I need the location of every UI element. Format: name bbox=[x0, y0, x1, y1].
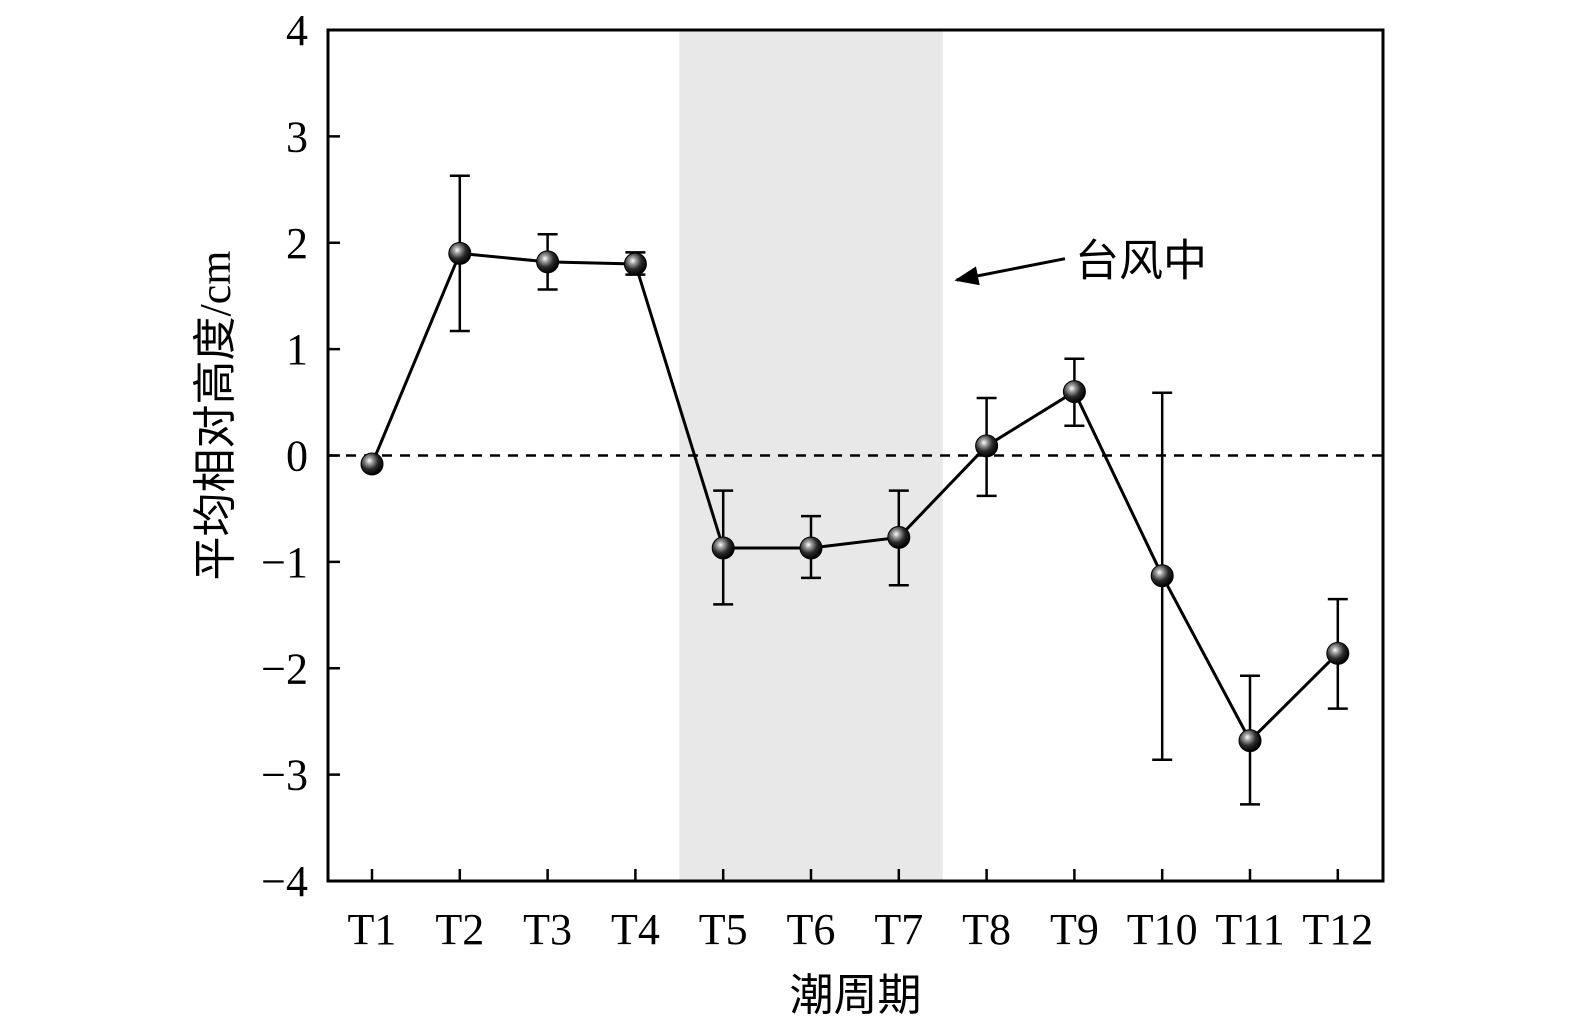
x-tick-label: T9 bbox=[1050, 905, 1099, 954]
x-tick-label: T7 bbox=[874, 905, 923, 954]
series-line bbox=[370, 251, 1339, 744]
data-point bbox=[799, 536, 823, 560]
data-point bbox=[975, 434, 999, 458]
data-point bbox=[360, 452, 384, 476]
x-axis-title: 潮周期 bbox=[790, 971, 922, 1020]
y-tick-label: −2 bbox=[261, 644, 308, 693]
data-point bbox=[711, 536, 735, 560]
annotation-arrow bbox=[954, 257, 1066, 286]
x-tick-label: T4 bbox=[611, 905, 660, 954]
x-tick-label: T11 bbox=[1215, 905, 1284, 954]
data-point bbox=[1238, 729, 1262, 753]
data-point bbox=[623, 252, 647, 276]
x-tick-label: T6 bbox=[787, 905, 836, 954]
y-axis-title: 平均相对高度/cm bbox=[191, 251, 240, 581]
y-tick-label: 3 bbox=[286, 112, 308, 161]
x-tick-label: T5 bbox=[699, 905, 748, 954]
data-point bbox=[536, 250, 560, 274]
y-tick-label: 4 bbox=[286, 6, 308, 55]
y-tick-label: 0 bbox=[286, 432, 308, 481]
x-tick-label: T1 bbox=[348, 905, 397, 954]
y-tick-label: −1 bbox=[261, 538, 308, 587]
y-tick-label: 1 bbox=[286, 325, 308, 374]
annotation-label: 台风中 bbox=[1075, 237, 1207, 286]
x-tick-label: T10 bbox=[1127, 905, 1198, 954]
data-point bbox=[448, 241, 472, 265]
data-point bbox=[1326, 641, 1350, 665]
data-point bbox=[1150, 564, 1174, 588]
y-tick-label: −4 bbox=[261, 857, 308, 906]
x-tick-label: T12 bbox=[1302, 905, 1373, 954]
y-tick-label: 2 bbox=[286, 219, 308, 268]
x-tick-label: T3 bbox=[523, 905, 572, 954]
typhoon-shaded-region bbox=[679, 30, 943, 881]
x-tick-label: T8 bbox=[962, 905, 1011, 954]
y-tick-label: −3 bbox=[261, 751, 308, 800]
data-point bbox=[887, 525, 911, 549]
data-point bbox=[1062, 380, 1086, 404]
x-tick-label: T2 bbox=[435, 905, 484, 954]
